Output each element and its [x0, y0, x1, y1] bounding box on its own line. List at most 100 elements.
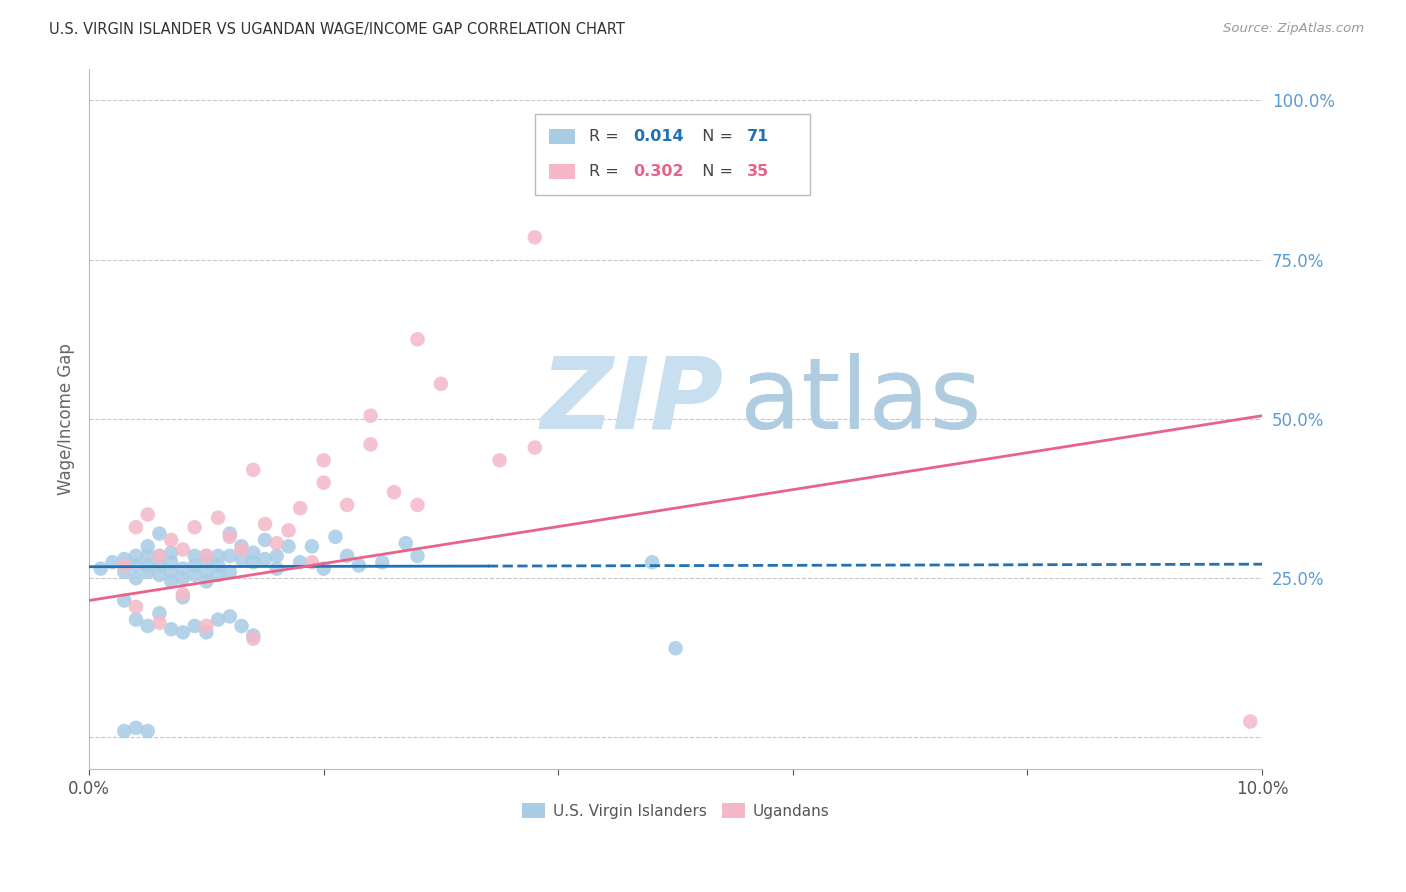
Point — [195, 549, 218, 563]
Text: 35: 35 — [747, 164, 769, 179]
Point — [312, 475, 335, 490]
Point — [360, 409, 382, 423]
Point — [183, 520, 205, 534]
Point — [148, 526, 170, 541]
Point — [172, 591, 194, 605]
Point — [336, 498, 359, 512]
Point — [430, 376, 453, 391]
Point — [488, 453, 510, 467]
Bar — [548, 164, 575, 179]
Point — [148, 615, 170, 630]
Point — [218, 530, 240, 544]
Legend: U.S. Virgin Islanders, Ugandans: U.S. Virgin Islanders, Ugandans — [516, 797, 835, 825]
Point — [195, 625, 218, 640]
Point — [523, 441, 546, 455]
Point — [136, 549, 159, 563]
Point — [207, 549, 229, 563]
Point — [183, 619, 205, 633]
Point — [395, 536, 418, 550]
Point — [148, 568, 170, 582]
Point — [207, 510, 229, 524]
Point — [231, 552, 253, 566]
Point — [183, 568, 205, 582]
Point — [207, 568, 229, 582]
Point — [195, 574, 218, 589]
Text: 71: 71 — [747, 129, 769, 144]
Point — [253, 533, 276, 547]
Point — [112, 593, 135, 607]
Point — [253, 552, 276, 566]
Point — [148, 549, 170, 563]
Point — [242, 463, 264, 477]
Point — [148, 549, 170, 563]
Point — [136, 619, 159, 633]
Point — [242, 555, 264, 569]
Point — [160, 622, 183, 636]
Text: Source: ZipAtlas.com: Source: ZipAtlas.com — [1223, 22, 1364, 36]
Point — [195, 565, 218, 579]
Point — [242, 628, 264, 642]
Point — [253, 516, 276, 531]
Text: R =: R = — [589, 129, 624, 144]
Point — [125, 520, 148, 534]
Point — [336, 549, 359, 563]
Point — [172, 561, 194, 575]
Point — [160, 546, 183, 560]
Point — [112, 552, 135, 566]
Text: ZIP: ZIP — [541, 353, 724, 450]
Point — [160, 533, 183, 547]
Point — [172, 587, 194, 601]
Point — [231, 542, 253, 557]
Bar — [548, 128, 575, 145]
Point — [195, 619, 218, 633]
Text: atlas: atlas — [740, 353, 981, 450]
Text: N =: N = — [692, 129, 738, 144]
Point — [218, 565, 240, 579]
Point — [125, 571, 148, 585]
Text: U.S. VIRGIN ISLANDER VS UGANDAN WAGE/INCOME GAP CORRELATION CHART: U.S. VIRGIN ISLANDER VS UGANDAN WAGE/INC… — [49, 22, 626, 37]
Point — [231, 539, 253, 553]
Point — [231, 619, 253, 633]
Point — [172, 542, 194, 557]
Point — [641, 555, 664, 569]
Text: N =: N = — [692, 164, 738, 179]
Point — [242, 632, 264, 646]
Point — [183, 549, 205, 563]
Point — [664, 641, 686, 656]
Point — [172, 625, 194, 640]
Point — [136, 539, 159, 553]
Point — [218, 526, 240, 541]
Text: 0.014: 0.014 — [633, 129, 683, 144]
Point — [136, 508, 159, 522]
Point — [371, 555, 394, 569]
Point — [312, 561, 335, 575]
Point — [277, 539, 299, 553]
Point — [360, 437, 382, 451]
Point — [112, 724, 135, 739]
Text: 0.302: 0.302 — [633, 164, 683, 179]
Point — [406, 332, 429, 346]
Point — [136, 558, 159, 573]
Point — [136, 565, 159, 579]
Point — [266, 536, 288, 550]
Point — [242, 546, 264, 560]
Point — [1239, 714, 1261, 729]
Point — [218, 609, 240, 624]
FancyBboxPatch shape — [534, 114, 810, 194]
Point — [312, 453, 335, 467]
Point — [290, 501, 312, 516]
Point — [125, 599, 148, 614]
Point — [207, 613, 229, 627]
Point — [195, 549, 218, 563]
Point — [325, 530, 347, 544]
Y-axis label: Wage/Income Gap: Wage/Income Gap — [58, 343, 75, 495]
Point — [148, 606, 170, 620]
Point — [148, 558, 170, 573]
Point — [266, 549, 288, 563]
Point — [207, 558, 229, 573]
Point — [160, 555, 183, 569]
Point — [125, 549, 148, 563]
Text: R =: R = — [589, 164, 624, 179]
Point — [90, 561, 112, 575]
Point — [347, 558, 370, 573]
